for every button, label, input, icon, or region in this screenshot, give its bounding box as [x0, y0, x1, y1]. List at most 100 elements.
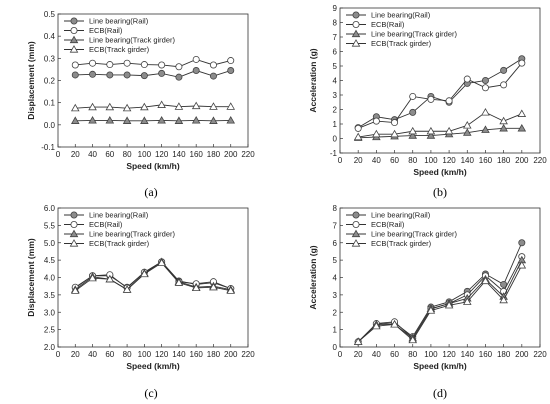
legend-label: Line bearing(Rail)	[89, 211, 149, 220]
data-point	[140, 116, 149, 124]
x-axis-title: Speed (km/h)	[126, 361, 180, 371]
x-tick-label: 220	[241, 350, 255, 359]
legend-label: Line bearing(Track girder)	[89, 230, 176, 239]
series-4	[353, 107, 527, 141]
y-tick-label: 3	[333, 291, 338, 300]
data-point	[209, 61, 217, 69]
legend-marker	[352, 20, 360, 28]
data-point	[499, 123, 508, 132]
data-point	[372, 129, 381, 138]
y-tick-label: 6	[333, 48, 338, 57]
x-tick-label: 180	[207, 150, 221, 159]
legend-label: ECB(Rail)	[89, 26, 123, 35]
data-point	[408, 126, 418, 135]
y-tick-label: 5.0	[44, 239, 56, 248]
data-point	[481, 77, 489, 85]
data-point	[426, 126, 436, 135]
x-tick-label: 200	[224, 150, 238, 159]
x-tick-label: 100	[138, 150, 152, 159]
data-point	[517, 123, 527, 132]
legend-label: Line bearing(Track girder)	[371, 230, 458, 239]
series-2	[354, 59, 526, 132]
y-tick-label: 2.5	[44, 326, 56, 335]
x-tick-label: 220	[241, 150, 255, 159]
series-3	[70, 115, 236, 124]
data-point	[462, 297, 472, 305]
y-tick-label: 8	[333, 19, 338, 28]
legend-marker	[70, 211, 78, 219]
y-tick-label: 2.0	[44, 343, 56, 352]
legend-label: Line bearing(Rail)	[371, 211, 431, 220]
x-tick-label: 140	[172, 150, 186, 159]
y-tick-label: 9	[333, 4, 338, 13]
data-point	[157, 115, 166, 124]
y-tick-label: 0	[333, 135, 338, 144]
legend-marker	[70, 220, 78, 228]
y-tick-label: 7	[333, 221, 338, 230]
series-line	[75, 261, 231, 290]
series-1	[71, 67, 235, 81]
x-tick-label: 160	[190, 350, 204, 359]
y-tick-label: 4	[333, 274, 338, 283]
x-tick-label: 40	[372, 156, 381, 165]
x-tick-label: 80	[408, 350, 417, 359]
y-tick-label: 8	[333, 204, 338, 213]
data-point	[499, 295, 508, 304]
data-point	[122, 103, 132, 112]
data-point	[89, 70, 97, 78]
legend-marker	[352, 220, 360, 228]
data-point	[462, 121, 472, 129]
plot-frame	[57, 13, 249, 148]
x-tick-label: 20	[354, 350, 363, 359]
y-tick-label: 0.5	[44, 10, 56, 19]
y-tick-label: 5.5	[44, 221, 56, 230]
panel-label: (a)	[144, 185, 157, 199]
chart-panel-2: 0 20 40 60 80 100 120 140 160 180 200 220-101234567…	[308, 4, 547, 199]
data-point	[390, 320, 399, 328]
data-point	[105, 115, 115, 124]
x-tick-label: 120	[155, 350, 169, 359]
data-point	[71, 61, 79, 69]
data-point	[158, 69, 166, 77]
series-line	[75, 261, 231, 291]
data-point	[71, 71, 79, 79]
y-axis-title: Acceleration (g)	[308, 48, 318, 112]
data-point	[70, 116, 80, 124]
x-tick-label: 160	[479, 350, 493, 359]
data-point	[500, 66, 508, 74]
x-tick-label: 100	[138, 350, 152, 359]
y-tick-label: 4.5	[44, 256, 56, 265]
data-point	[174, 116, 184, 124]
x-tick-label: 40	[88, 150, 97, 159]
series-4	[70, 100, 236, 112]
x-tick-label: 0	[338, 156, 343, 165]
panel-label: (b)	[433, 185, 447, 199]
data-point	[88, 102, 97, 111]
data-point	[122, 116, 132, 124]
data-point	[209, 282, 218, 291]
y-tick-label: 5	[333, 256, 338, 265]
data-point	[426, 306, 436, 314]
legend-label: ECB(Track girder)	[371, 39, 432, 48]
series-line	[357, 256, 523, 343]
data-point	[353, 132, 363, 141]
data-point	[140, 72, 148, 80]
data-point	[227, 57, 235, 65]
legend-marker	[351, 229, 361, 238]
data-point	[463, 75, 471, 83]
data-point	[500, 81, 508, 89]
data-point	[140, 61, 148, 69]
y-tick-label: 3	[333, 91, 338, 100]
x-tick-label: 220	[533, 350, 547, 359]
x-tick-label: 120	[442, 350, 456, 359]
data-point	[444, 126, 454, 135]
x-tick-label: 0	[56, 150, 61, 159]
x-tick-label: 200	[515, 156, 529, 165]
y-tick-label: 3.0	[44, 308, 56, 317]
x-tick-label: 40	[88, 350, 97, 359]
x-tick-label: 20	[71, 150, 80, 159]
data-point	[105, 274, 115, 283]
x-tick-label: 160	[190, 150, 204, 159]
y-tick-label: 0.0	[44, 121, 56, 130]
